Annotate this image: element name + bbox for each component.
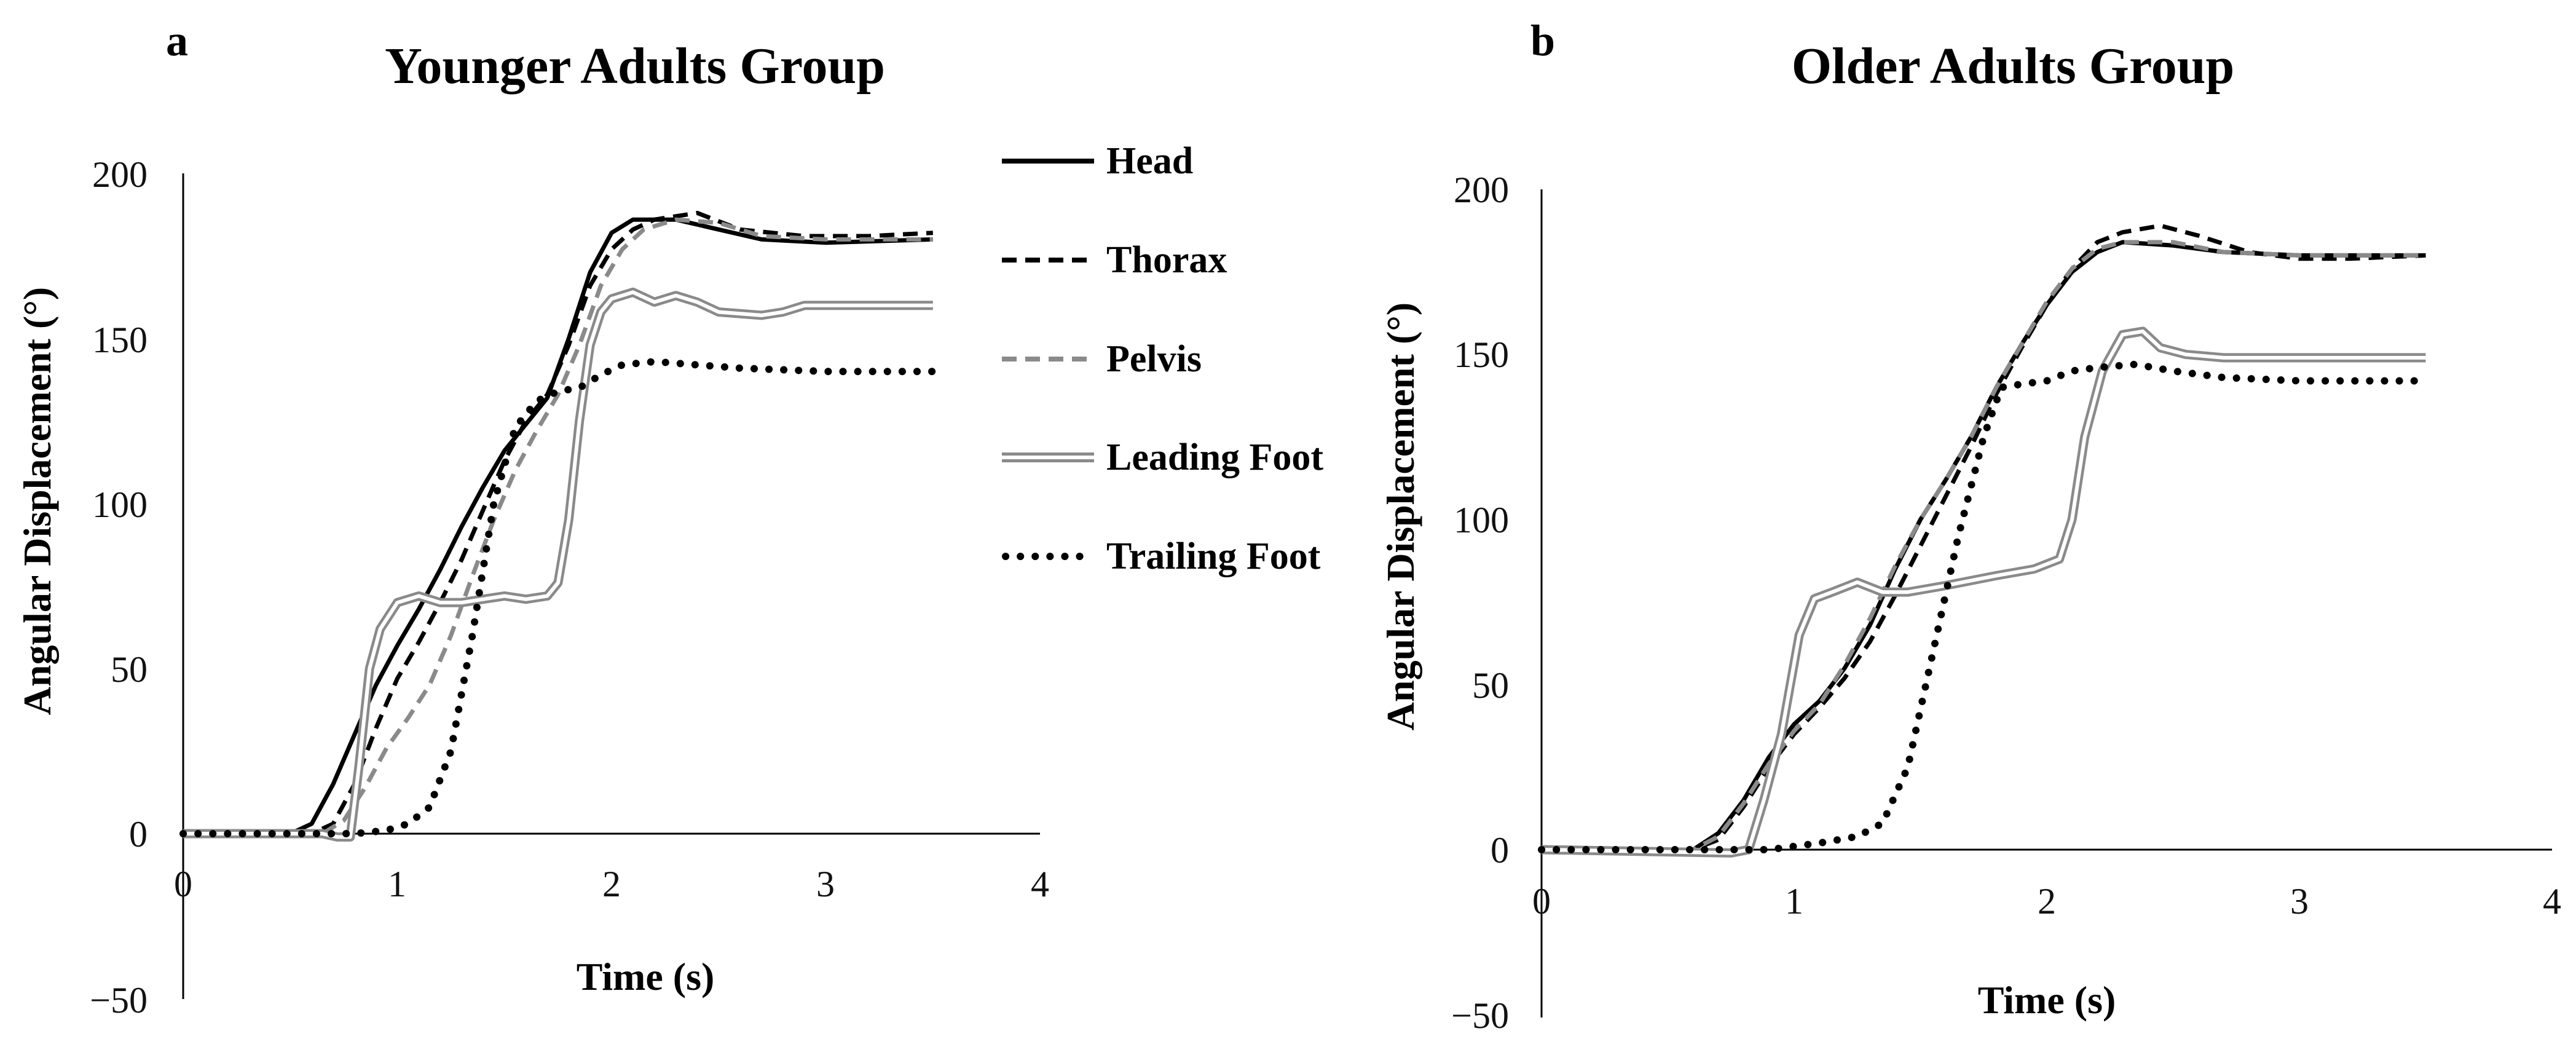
panel-b-xtick: 4 — [2543, 881, 2561, 922]
panel-b-xtick: 1 — [1785, 881, 1803, 922]
panel-a-ytick: 50 — [111, 649, 148, 690]
panel-a-ytick: 0 — [129, 814, 148, 855]
legend: Head Thorax Pelvis Leading Foot Trailing… — [1002, 140, 1323, 577]
panel-a-series-head — [183, 217, 933, 836]
panel-a-x-label: Time (s) — [577, 955, 715, 998]
legend-label-thorax: Thorax — [1106, 239, 1227, 281]
panel-a-xtick: 3 — [816, 864, 835, 904]
panel-b-series-leading-foot-inner — [1541, 329, 2426, 855]
panel-b-y-label: Angular Displacement (°) — [1379, 302, 1422, 730]
panel-a-letter: a — [166, 16, 188, 65]
legend-label-pelvis: Pelvis — [1106, 338, 1202, 380]
panel-b-series-trailing-foot — [1538, 360, 2430, 853]
legend-label-leading-foot: Leading Foot — [1106, 437, 1323, 478]
panel-b-xtick: 2 — [2038, 881, 2056, 922]
panel-b-ytick: 200 — [1454, 170, 1509, 210]
panel-a-ytick: 100 — [92, 484, 148, 525]
panel-a-series-thorax — [183, 210, 933, 836]
panel-a-ytick: 200 — [92, 154, 148, 195]
panel-b-letter: b — [1530, 16, 1555, 65]
legend-item-pelvis: Pelvis — [1002, 338, 1202, 380]
panel-b-series-head — [1542, 240, 2426, 852]
panel-b-ytick: 50 — [1472, 665, 1509, 706]
panel-b-xtick: 0 — [1532, 881, 1551, 922]
panel-a-plot-area — [179, 210, 937, 842]
legend-item-head: Head — [1002, 140, 1193, 182]
panel-b-series-pelvis — [1542, 240, 2426, 852]
panel-b-ytick: 0 — [1491, 830, 1509, 871]
panel-a-ytick: 150 — [92, 320, 148, 360]
panel-b-xtick: 3 — [2290, 881, 2309, 922]
panel-b-x-label: Time (s) — [1978, 978, 2116, 1022]
legend-label-head: Head — [1106, 140, 1193, 182]
panel-b-series-thorax — [1542, 223, 2426, 852]
panel-a-title: Younger Adults Group — [385, 38, 885, 95]
panel-b-ytick: −50 — [1451, 995, 1509, 1036]
panel-b: b Older Adults Group −50 0 50 100 150 20… — [1379, 16, 2561, 1036]
panel-b-title: Older Adults Group — [1792, 38, 2234, 95]
legend-label-trailing-foot: Trailing Foot — [1106, 535, 1321, 577]
panel-a-series-leading-foot-inner — [183, 290, 933, 839]
panel-a-xtick: 0 — [174, 864, 192, 904]
legend-item-thorax: Thorax — [1002, 239, 1227, 281]
panel-a-series-pelvis — [183, 217, 933, 836]
panel-a-xtick: 2 — [602, 864, 621, 904]
panel-a-y-label: Angular Displacement (°) — [15, 287, 59, 715]
panel-a-xtick: 4 — [1031, 864, 1049, 904]
legend-item-trailing-foot: Trailing Foot — [1002, 535, 1321, 577]
panel-b-ytick: 100 — [1454, 500, 1509, 540]
panel-b-ytick: 150 — [1454, 334, 1509, 375]
legend-item-leading-foot: Leading Foot — [1002, 437, 1323, 478]
panel-a-ytick: −50 — [90, 980, 148, 1021]
panel-a-series-trailing-foot — [179, 358, 937, 837]
panel-b-plot-area — [1538, 223, 2430, 858]
panel-a-xtick: 1 — [388, 864, 406, 904]
panel-a: a Younger Adults Group −50 0 50 100 150 … — [15, 16, 1049, 1021]
